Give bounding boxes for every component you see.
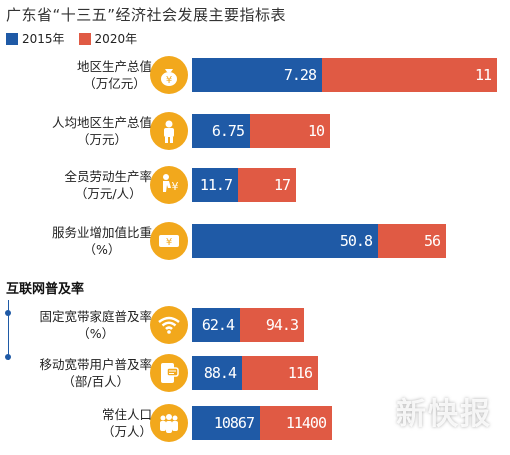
bar-2015: 88.4 (192, 356, 242, 390)
category-label: 移动宽带用户普及率 （部/百人） (39, 356, 152, 390)
legend-label-2015: 2015年 (22, 32, 65, 46)
bar-2020: 56 (378, 224, 446, 258)
category-name: 固定宽带家庭普及率 (39, 309, 152, 324)
bar-2015: 11.7 (192, 168, 238, 202)
page-title: 广东省“十三五”经济社会发展主要指标表 (6, 6, 287, 24)
category-name: 全员劳动生产率 (64, 169, 152, 184)
category-label: 地区生产总值 （万亿元） (77, 58, 152, 92)
category-label: 人均地区生产总值 （万元） (52, 114, 152, 148)
bar-2015: 6.75 (192, 114, 250, 148)
legend-label-2020: 2020年 (94, 32, 138, 46)
chart-row: 人均地区生产总值 （万元） 6.75 10 (0, 112, 510, 150)
category-name: 常住人口 (101, 407, 152, 422)
category-unit: （万元/人） (74, 186, 142, 201)
category-name: 移动宽带用户普及率 (39, 357, 152, 372)
person-icon (150, 112, 188, 150)
legend-swatch-2020 (78, 32, 91, 45)
category-unit: （万亿元） (83, 76, 146, 91)
chart-row: 地区生产总值 （万亿元） ¥7.28 11 (0, 56, 510, 94)
bar-2015: 50.8 (192, 224, 378, 258)
category-name: 人均地区生产总值 (51, 115, 152, 130)
bar-2020: 11 (322, 58, 497, 92)
watermark-text: 新快报 (396, 397, 492, 432)
bar-2020: 10 (250, 114, 330, 148)
category-unit: （万元） (76, 132, 127, 147)
section-connector-dot (5, 310, 11, 316)
bar-2015: 7.28 (192, 58, 322, 92)
bar-2015: 62.4 (192, 308, 240, 342)
bar-2020: 94.3 (240, 308, 304, 342)
worker-icon: ¥ (150, 166, 188, 204)
wifi-icon (150, 306, 188, 344)
legend-item-2020: 2020年 (78, 30, 138, 47)
legend-swatch-2015 (6, 32, 18, 45)
category-unit: （部/百人） (62, 374, 130, 389)
svg-text:¥: ¥ (172, 180, 179, 193)
category-unit: （%） (77, 326, 115, 341)
section-title: 互联网普及率 (6, 282, 85, 297)
chart-row: 全员劳动生产率 （万元/人） ¥11.7 17 (0, 166, 510, 204)
bar-2020: 17 (238, 168, 296, 202)
bar-2020: 11400 (260, 406, 332, 440)
category-label: 服务业增加值比重 （%） (52, 224, 152, 258)
chart-legend: 2015年 2020年 (6, 30, 137, 47)
chart-row: 移动宽带用户普及率 （部/百人） 88.4 116 (0, 354, 510, 392)
chart-row: 服务业增加值比重 （%） ¥50.8 56 (0, 222, 510, 260)
bar-2020: 116 (242, 356, 318, 390)
chart-row: 固定宽带家庭普及率 （%） 62.4 94.3 (0, 306, 510, 344)
people-icon (150, 404, 188, 442)
chart-row: 常住人口 （万人） 10867 11400 (0, 404, 510, 442)
section-connector-dot (5, 354, 11, 360)
cash-card-icon: ¥ (150, 222, 188, 260)
legend-item-2015: 2015年 (6, 30, 65, 47)
money-bag-icon: ¥ (150, 56, 188, 94)
svg-text:¥: ¥ (166, 75, 172, 86)
category-label: 固定宽带家庭普及率 （%） (39, 308, 152, 342)
category-label: 常住人口 （万人） (102, 406, 152, 440)
section-connector-line (8, 300, 9, 360)
category-name: 地区生产总值 (76, 59, 152, 74)
phone-chat-icon (150, 354, 188, 392)
category-name: 服务业增加值比重 (51, 225, 152, 240)
category-unit: （%） (83, 242, 121, 257)
svg-text:¥: ¥ (166, 237, 172, 248)
category-label: 全员劳动生产率 （万元/人） (64, 168, 152, 202)
bar-2015: 10867 (192, 406, 260, 440)
category-unit: （万人） (101, 424, 152, 439)
